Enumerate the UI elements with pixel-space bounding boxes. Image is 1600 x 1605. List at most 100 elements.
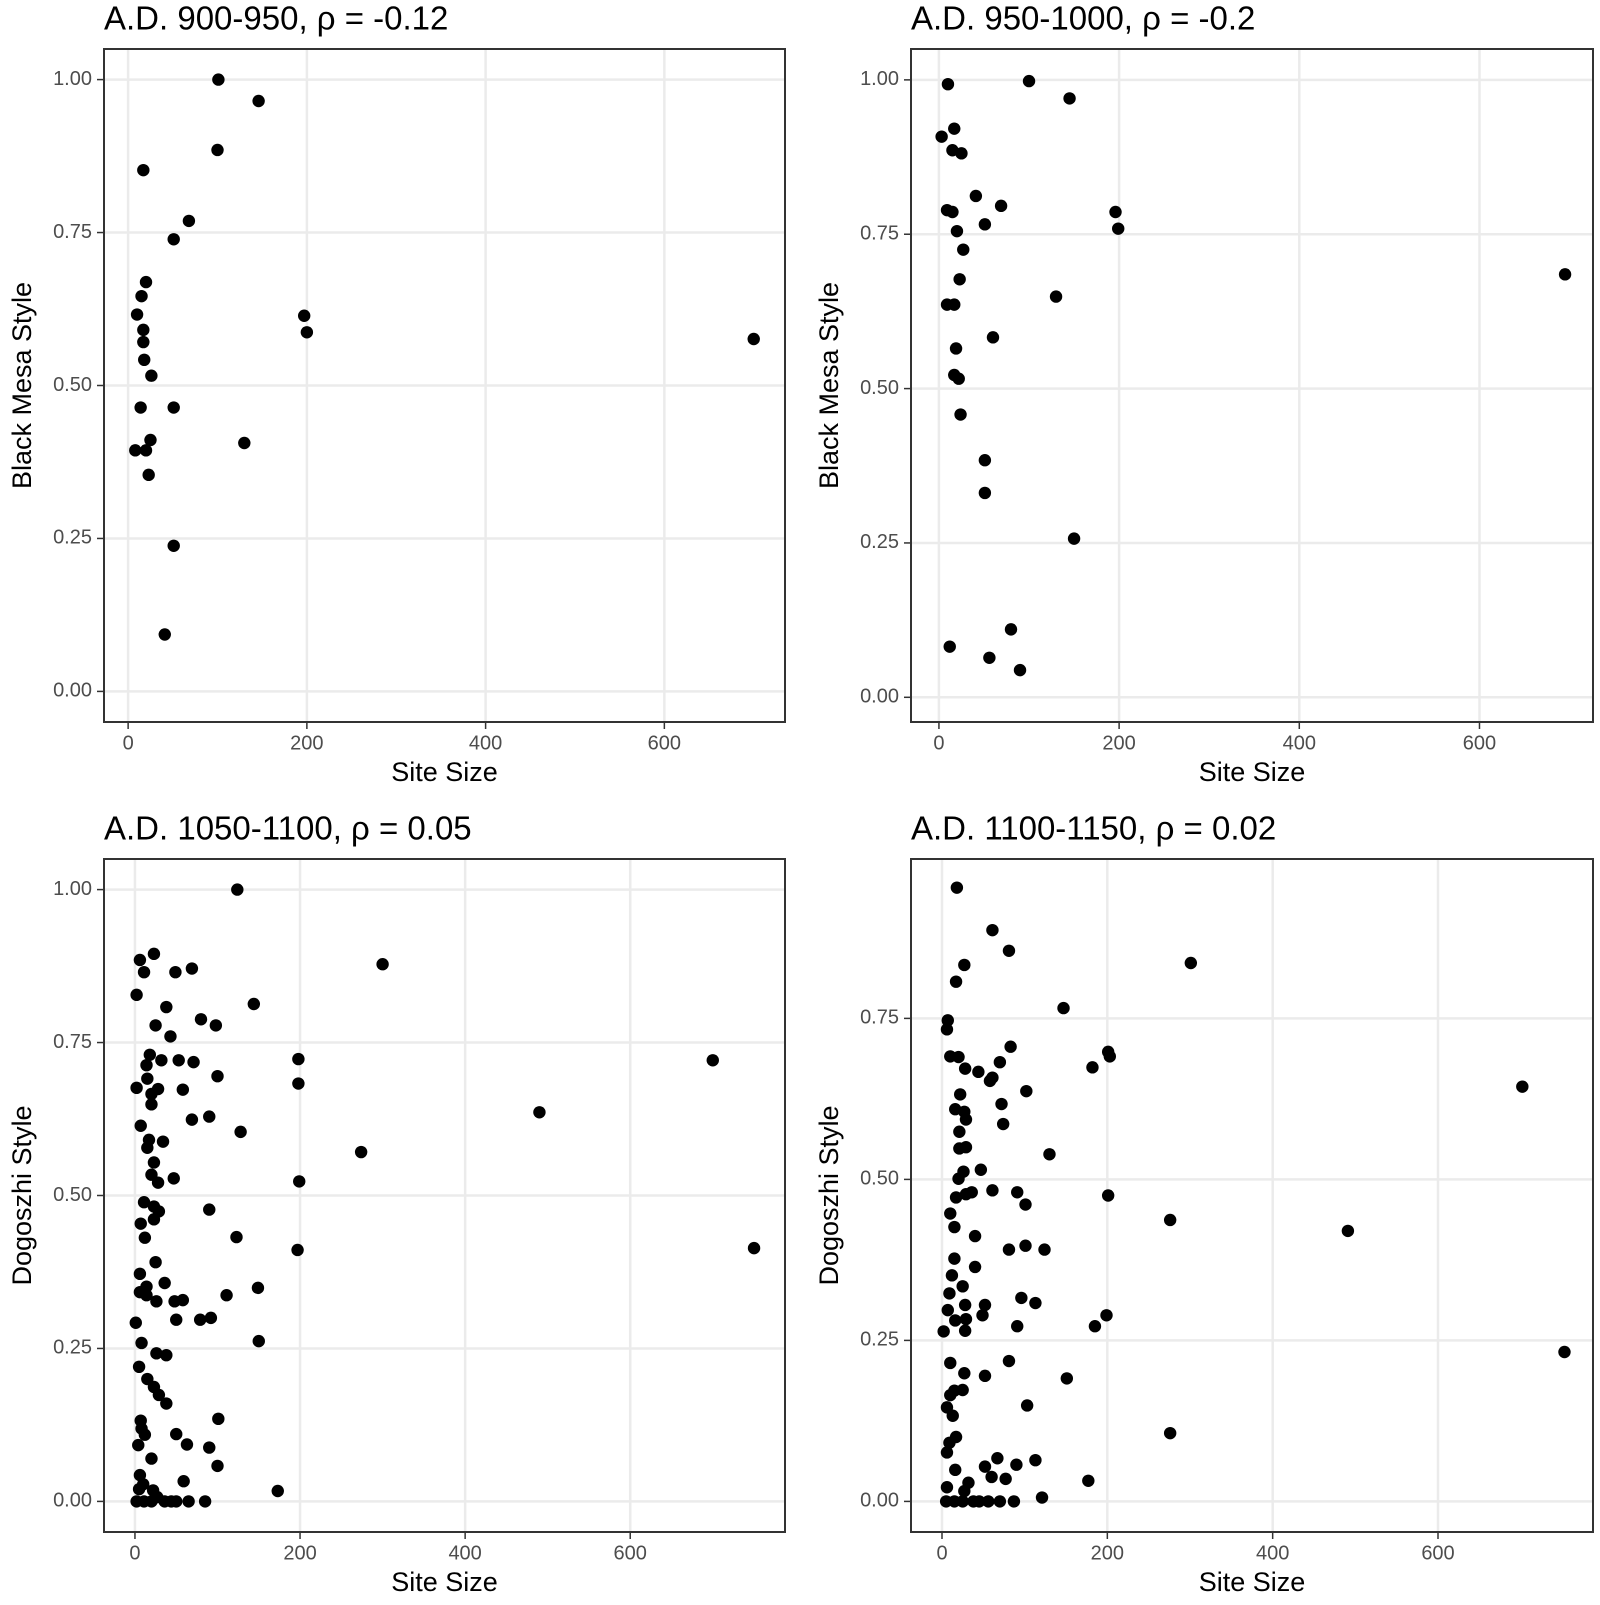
point — [948, 122, 961, 135]
y-tick-label: 0.50 — [860, 1168, 899, 1190]
point — [1109, 205, 1122, 219]
point — [376, 958, 389, 971]
point — [986, 923, 999, 937]
point — [1013, 663, 1027, 677]
point — [300, 326, 314, 339]
point — [231, 883, 244, 896]
plot-border — [103, 48, 786, 723]
point — [943, 1436, 956, 1450]
x-tick-label: 200 — [290, 732, 323, 754]
point — [1082, 1474, 1095, 1488]
point — [164, 1030, 177, 1043]
point — [1029, 1296, 1042, 1310]
point — [941, 1014, 954, 1027]
panel-title: A.D. 1050-1100, ρ = 0.05 — [104, 810, 472, 847]
point — [150, 1347, 163, 1360]
point — [1038, 1243, 1051, 1256]
point — [950, 881, 964, 894]
point — [194, 1013, 208, 1026]
point — [943, 640, 956, 653]
point — [238, 436, 251, 450]
plot-background — [911, 49, 1593, 722]
point — [182, 214, 196, 228]
point — [747, 332, 760, 346]
point — [156, 1135, 170, 1148]
point — [180, 1438, 194, 1451]
point — [130, 1081, 143, 1095]
point — [953, 1125, 966, 1138]
point — [177, 1475, 190, 1488]
point — [134, 1217, 147, 1230]
point — [940, 1481, 954, 1494]
point — [1002, 1243, 1016, 1256]
point — [139, 275, 153, 289]
point — [185, 962, 199, 975]
point — [1067, 532, 1081, 545]
point — [1011, 1320, 1024, 1333]
point — [986, 1184, 999, 1197]
point — [968, 1229, 982, 1243]
point — [958, 1062, 972, 1075]
x-tick-label: 0 — [933, 732, 944, 754]
point — [138, 1428, 152, 1441]
y-tick-label: 0.25 — [53, 1337, 92, 1359]
point — [292, 1052, 305, 1066]
point — [212, 1412, 225, 1426]
point — [142, 468, 155, 482]
point — [982, 1495, 995, 1508]
point — [969, 189, 983, 203]
point — [297, 309, 311, 322]
point — [129, 444, 142, 457]
point — [1516, 1080, 1529, 1093]
point — [1341, 1224, 1355, 1238]
point — [135, 1336, 148, 1350]
point — [949, 342, 963, 355]
point — [950, 224, 964, 238]
point — [167, 539, 180, 552]
point — [956, 1280, 969, 1293]
point — [251, 1281, 265, 1295]
point — [958, 1298, 972, 1312]
point — [1020, 1084, 1033, 1098]
point — [1022, 74, 1036, 88]
x-tick-label: 600 — [1421, 1542, 1454, 1564]
point — [137, 323, 150, 337]
point — [978, 1369, 992, 1383]
point — [953, 273, 966, 286]
point — [167, 401, 180, 414]
point — [968, 1260, 982, 1274]
x-tick-label: 0 — [129, 1542, 140, 1564]
point — [160, 1397, 173, 1410]
point — [957, 243, 970, 256]
point — [209, 1019, 223, 1032]
point — [139, 444, 153, 457]
point — [150, 1295, 163, 1308]
point — [133, 1267, 147, 1281]
point — [935, 130, 948, 143]
point — [170, 1313, 183, 1326]
y-axis-label: Dogoszhi Style — [7, 1105, 37, 1285]
point — [137, 965, 151, 979]
point — [137, 1478, 150, 1491]
x-tick-label: 0 — [936, 1542, 947, 1564]
point — [999, 1472, 1012, 1486]
point — [1558, 268, 1572, 281]
point — [137, 163, 150, 177]
point — [1007, 1495, 1021, 1508]
point — [198, 1495, 212, 1508]
point — [1163, 1213, 1177, 1227]
point — [141, 1072, 154, 1085]
point — [974, 1163, 988, 1176]
y-tick-label: 0.00 — [860, 1490, 899, 1512]
point — [972, 1065, 985, 1079]
point — [946, 1409, 959, 1422]
y-tick-label: 0.75 — [860, 223, 899, 245]
point — [203, 1203, 216, 1216]
x-tick-label: 200 — [1091, 1542, 1124, 1564]
y-tick-label: 0.00 — [860, 686, 899, 708]
point — [203, 1441, 216, 1454]
plot-border — [910, 858, 1594, 1533]
point — [167, 233, 180, 246]
point — [1088, 1320, 1102, 1333]
